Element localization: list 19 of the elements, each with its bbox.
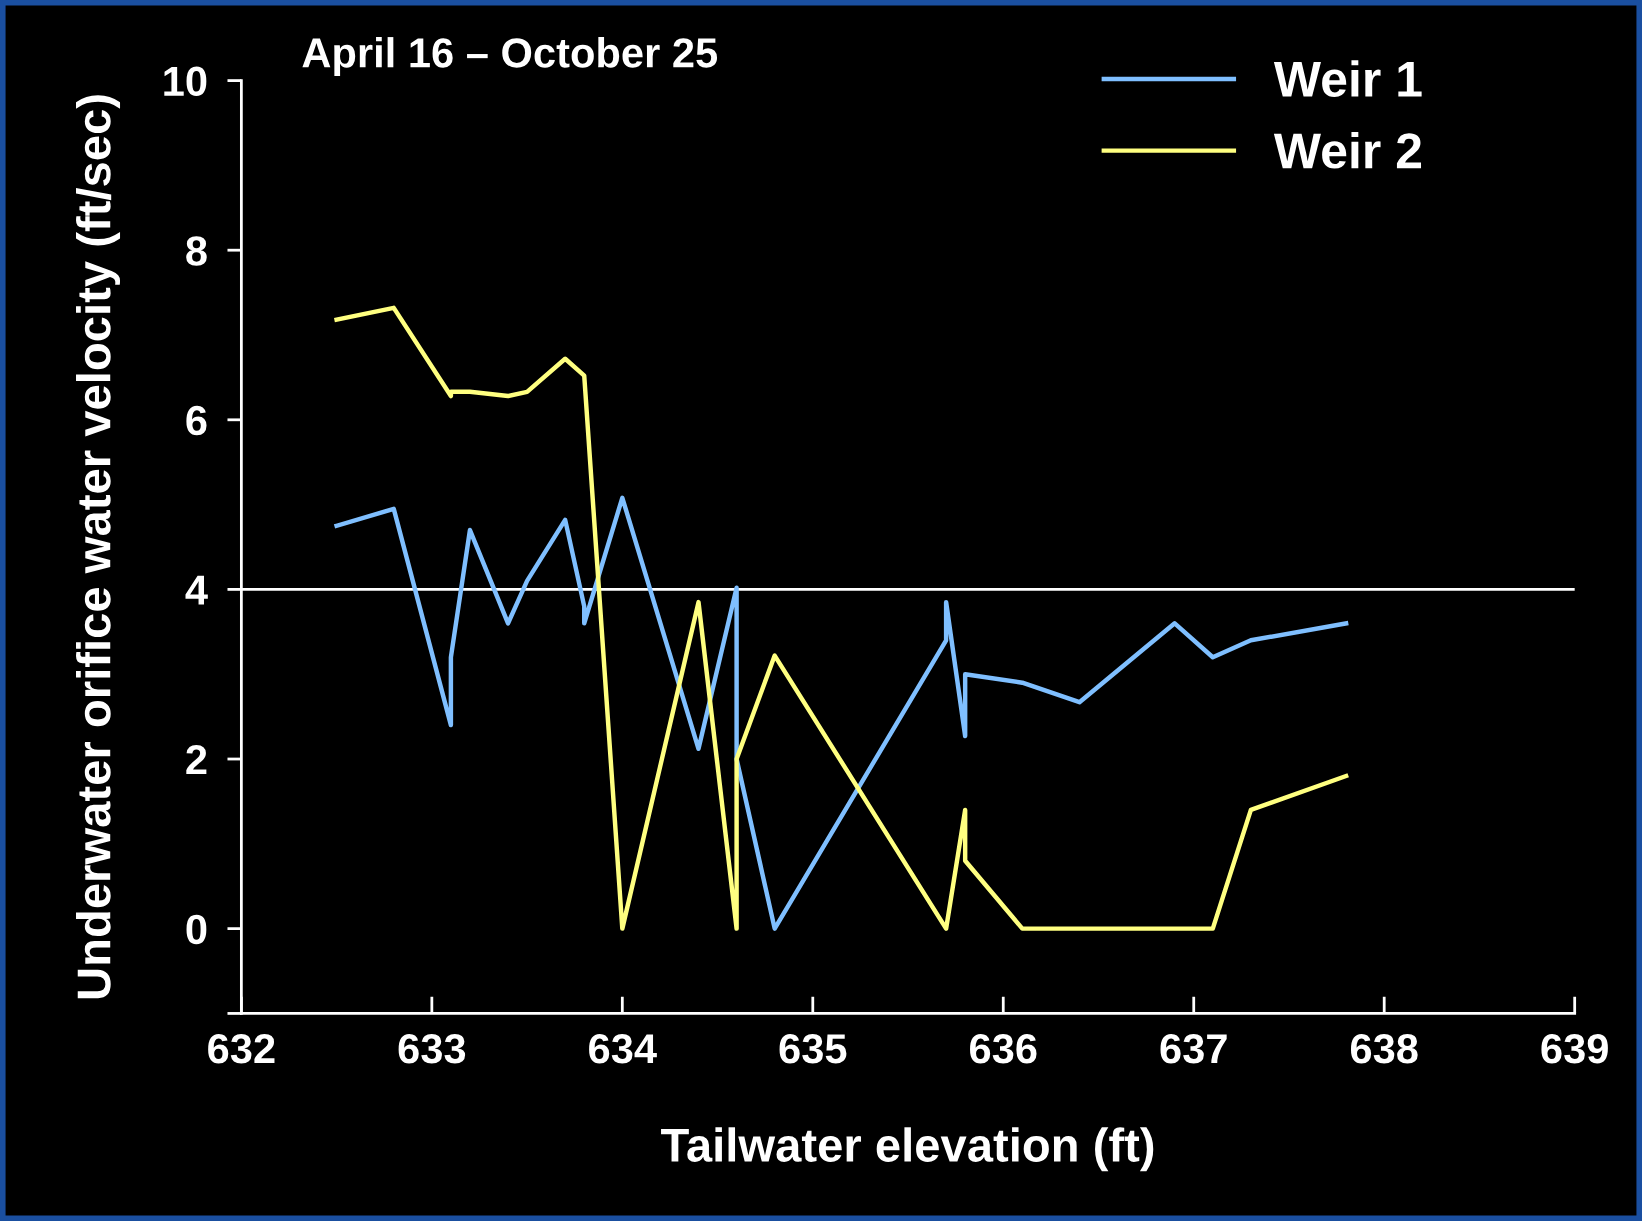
x-tick-label: 636 [970, 1033, 1037, 1064]
y-tick-label: 6 [186, 405, 207, 436]
x-tick-label: 638 [1350, 1033, 1418, 1064]
chart-title: April 16 – October 25 [302, 37, 718, 76]
y-tick-label: 10 [164, 66, 207, 97]
x-tick-label: 637 [1160, 1033, 1227, 1064]
y-tick-label: 0 [186, 914, 207, 945]
x-axis-title: Tailwater elevation (ft) [661, 1127, 1154, 1172]
x-tick-label: 639 [1541, 1033, 1608, 1064]
x-tick-label: 633 [398, 1033, 466, 1064]
y-tick-label: 8 [186, 236, 207, 266]
legend-label: Weir 1 [1273, 60, 1422, 98]
legend-label: Weir 2 [1273, 131, 1422, 169]
y-axis-title: Underwater orifice water velocity (ft/sec) [76, 95, 121, 999]
y-tick-label: 2 [186, 745, 207, 775]
x-tick-label: 634 [589, 1033, 657, 1064]
x-tick-label: 635 [779, 1033, 847, 1064]
y-tick-label: 4 [185, 575, 208, 605]
x-tick-label: 632 [208, 1033, 275, 1064]
